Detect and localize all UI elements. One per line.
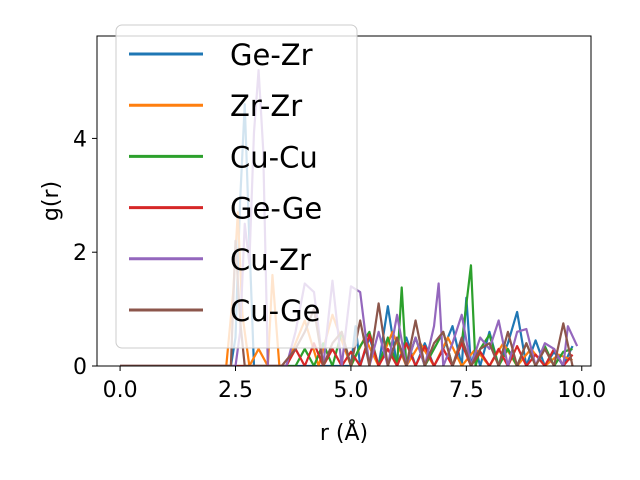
legend-label: Cu-Cu: [230, 140, 318, 174]
legend-label: Ge-Zr: [230, 38, 313, 72]
legend-label: Cu-Zr: [230, 243, 311, 277]
x-tick-label: 0.0: [103, 378, 138, 403]
x-axis-label: r (Å): [320, 419, 368, 446]
y-tick-label: 0: [73, 355, 87, 380]
legend-label: Ge-Ge: [230, 192, 322, 226]
x-axis: 0.0 2.5 5.0 7.5 10.0: [103, 366, 606, 403]
y-axis: 0 2 4: [73, 127, 97, 380]
legend-label: Cu-Ge: [230, 294, 320, 328]
x-tick-label: 7.5: [449, 378, 484, 403]
x-tick-label: 10.0: [557, 378, 606, 403]
x-tick-label: 2.5: [218, 378, 253, 403]
series-line-cu-ge: [120, 239, 574, 366]
legend: Ge-Zr Zr-Zr Cu-Cu Ge-Ge Cu-Zr Cu-Ge: [115, 24, 358, 349]
legend-label: Zr-Zr: [230, 89, 302, 123]
x-tick-label: 5.0: [333, 378, 368, 403]
y-axis-label: g(r): [39, 181, 64, 221]
y-tick-label: 2: [73, 241, 87, 266]
y-tick-label: 4: [73, 127, 87, 152]
